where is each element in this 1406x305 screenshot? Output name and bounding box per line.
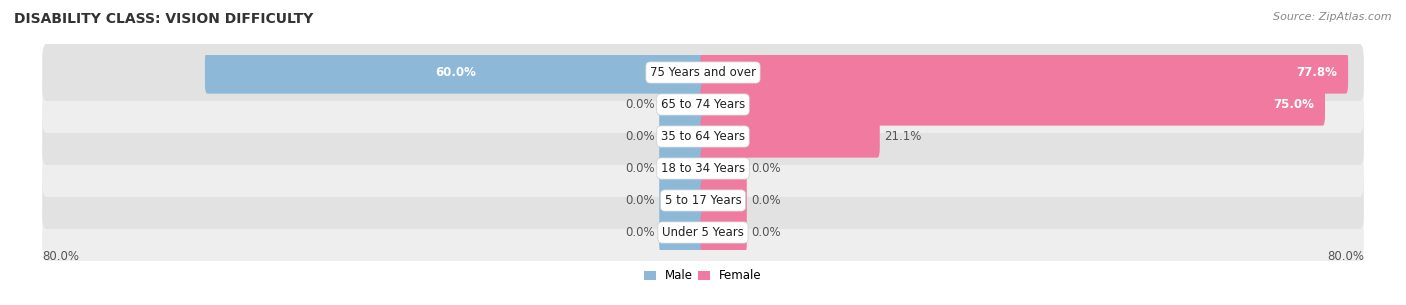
Text: Under 5 Years: Under 5 Years bbox=[662, 226, 744, 239]
Text: 65 to 74 Years: 65 to 74 Years bbox=[661, 98, 745, 111]
Text: 75 Years and over: 75 Years and over bbox=[650, 66, 756, 79]
Text: 18 to 34 Years: 18 to 34 Years bbox=[661, 162, 745, 175]
FancyBboxPatch shape bbox=[659, 147, 706, 190]
Text: DISABILITY CLASS: VISION DIFFICULTY: DISABILITY CLASS: VISION DIFFICULTY bbox=[14, 12, 314, 26]
Text: 0.0%: 0.0% bbox=[626, 226, 655, 239]
Text: 0.0%: 0.0% bbox=[626, 98, 655, 111]
Text: 60.0%: 60.0% bbox=[434, 66, 475, 79]
FancyBboxPatch shape bbox=[700, 179, 747, 222]
FancyBboxPatch shape bbox=[659, 211, 706, 254]
Text: 0.0%: 0.0% bbox=[751, 226, 780, 239]
FancyBboxPatch shape bbox=[42, 44, 1364, 101]
Text: 35 to 64 Years: 35 to 64 Years bbox=[661, 130, 745, 143]
FancyBboxPatch shape bbox=[659, 83, 706, 126]
FancyBboxPatch shape bbox=[700, 51, 1348, 94]
Text: 77.8%: 77.8% bbox=[1296, 66, 1337, 79]
Text: 80.0%: 80.0% bbox=[42, 250, 79, 263]
FancyBboxPatch shape bbox=[205, 51, 706, 94]
Legend: Male, Female: Male, Female bbox=[640, 265, 766, 287]
FancyBboxPatch shape bbox=[659, 115, 706, 158]
Text: 0.0%: 0.0% bbox=[751, 194, 780, 207]
Text: 80.0%: 80.0% bbox=[1327, 250, 1364, 263]
FancyBboxPatch shape bbox=[42, 204, 1364, 261]
Text: 21.1%: 21.1% bbox=[884, 130, 921, 143]
FancyBboxPatch shape bbox=[42, 76, 1364, 133]
Text: Source: ZipAtlas.com: Source: ZipAtlas.com bbox=[1274, 12, 1392, 22]
FancyBboxPatch shape bbox=[700, 83, 1324, 126]
FancyBboxPatch shape bbox=[659, 179, 706, 222]
Text: 75.0%: 75.0% bbox=[1274, 98, 1315, 111]
Text: 0.0%: 0.0% bbox=[751, 162, 780, 175]
FancyBboxPatch shape bbox=[42, 140, 1364, 197]
Text: 0.0%: 0.0% bbox=[626, 194, 655, 207]
FancyBboxPatch shape bbox=[700, 115, 880, 158]
FancyBboxPatch shape bbox=[700, 211, 747, 254]
Text: 0.0%: 0.0% bbox=[626, 130, 655, 143]
Text: 5 to 17 Years: 5 to 17 Years bbox=[665, 194, 741, 207]
FancyBboxPatch shape bbox=[42, 172, 1364, 229]
FancyBboxPatch shape bbox=[42, 108, 1364, 165]
FancyBboxPatch shape bbox=[700, 147, 747, 190]
Text: 0.0%: 0.0% bbox=[626, 162, 655, 175]
